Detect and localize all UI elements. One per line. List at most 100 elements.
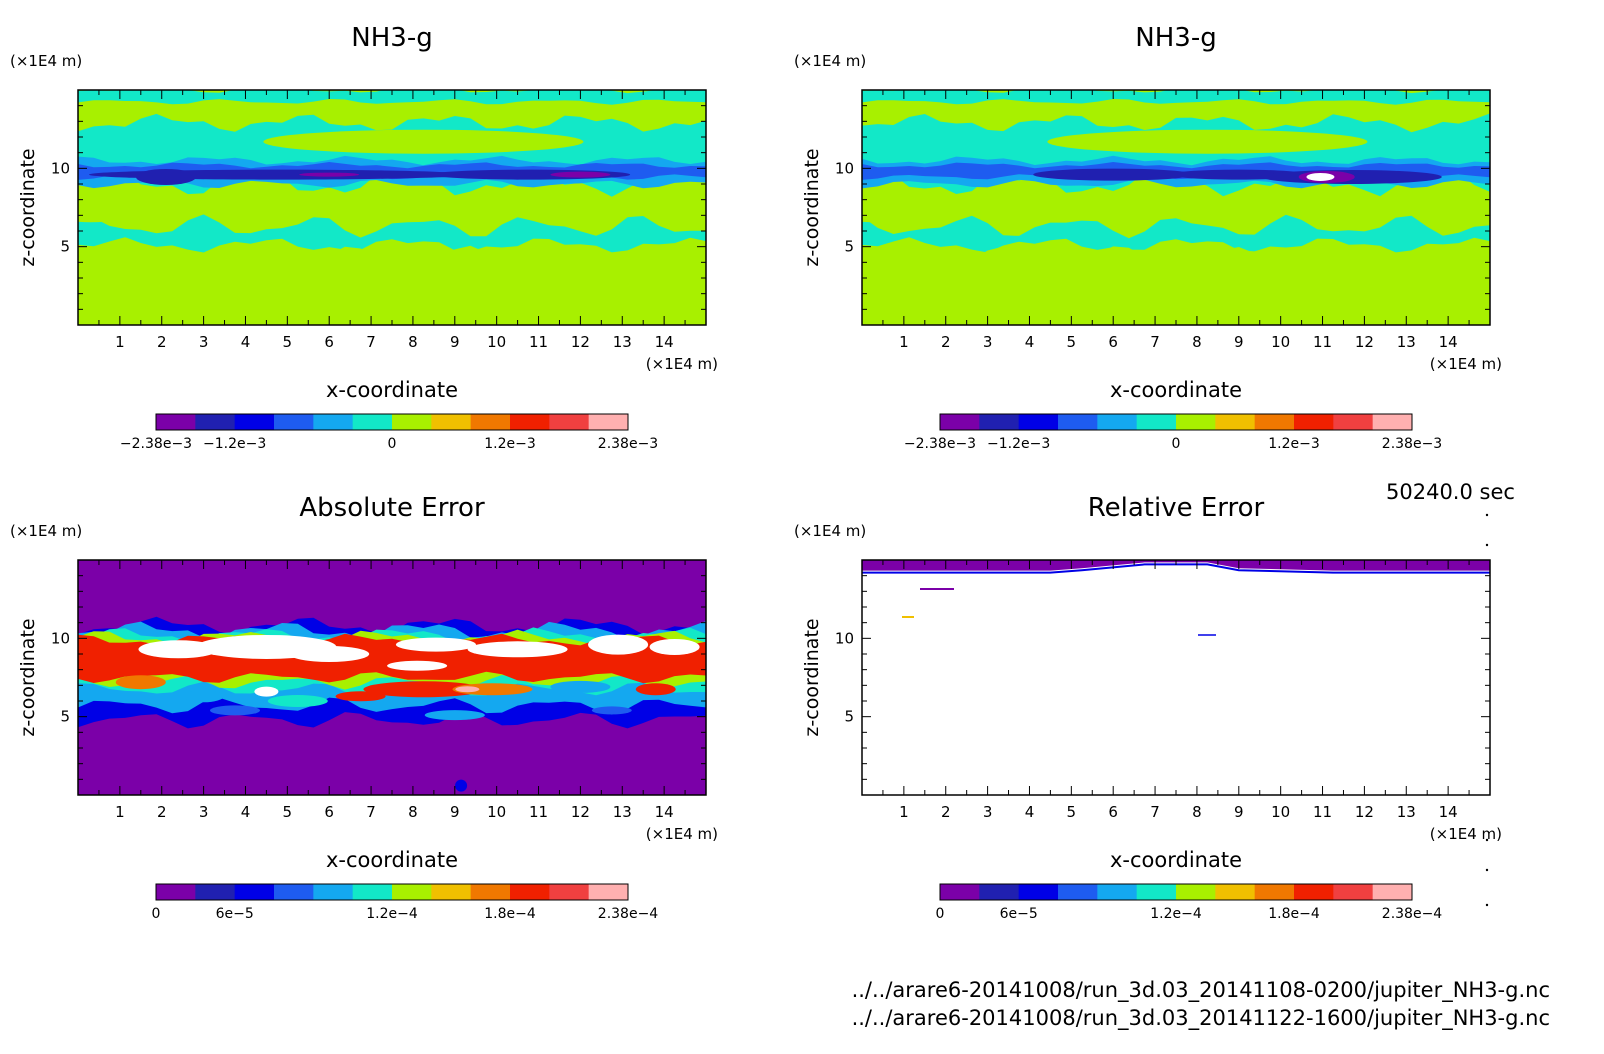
x-axis-label: x-coordinate (1110, 378, 1242, 402)
colorbar-segment (940, 414, 980, 430)
x-tick-label: 4 (1025, 333, 1035, 351)
colorbar-label: 1.8e−4 (1268, 906, 1320, 922)
contour-background (862, 560, 1490, 795)
contour-region-white (467, 641, 568, 658)
file-path-1: ../../arare6-20141008/run_3d.03_20141108… (851, 978, 1550, 1002)
x-tick-label: 10 (487, 333, 506, 351)
colorbar-label: 1.2e−4 (366, 906, 418, 922)
colorbar-segment (940, 884, 980, 900)
colorbar-segment (352, 414, 393, 430)
colorbar-label: 6e−5 (1000, 906, 1038, 922)
contour-field (862, 90, 1490, 325)
x-axis-label: x-coordinate (326, 848, 458, 872)
x-tick-label: 11 (1313, 333, 1332, 351)
colorbar-label: 0 (388, 436, 397, 452)
contour-region-green (862, 171, 1490, 239)
colorbar-frame (155, 883, 629, 901)
colorbar-segment (1333, 414, 1374, 430)
x-tick-label: 12 (1355, 333, 1374, 351)
x-tick-label: 6 (324, 333, 334, 351)
y-axis-label: z-coordinate (801, 618, 823, 736)
contour-field (78, 90, 706, 325)
x-tick-label: 9 (1234, 803, 1244, 821)
contour-region-cyan (862, 90, 1490, 105)
x-tick-label: 6 (1108, 803, 1118, 821)
colorbar-segment (588, 414, 629, 430)
colorbar-segment (510, 414, 550, 430)
contour-field (862, 560, 1490, 795)
contour-region-cyan (78, 90, 706, 105)
colorbar-segment (431, 414, 472, 430)
x-tick-label: 13 (613, 803, 632, 821)
colorbar-segment (156, 414, 196, 430)
x-tick-label: 7 (1150, 333, 1160, 351)
edge-dot (1485, 543, 1489, 547)
x-tick-label: 9 (450, 803, 460, 821)
contour-region-white (649, 638, 700, 655)
contour-region-blob (115, 675, 166, 690)
contour-region-darkblue (135, 168, 196, 185)
contour-region-blue (455, 779, 468, 792)
x-tick-label: 8 (408, 803, 418, 821)
colorbar-segment (234, 884, 275, 900)
colorbar-segment (274, 414, 314, 430)
colorbar-frame (939, 413, 1413, 431)
colorbar-segment (1136, 884, 1177, 900)
edge-dot (1485, 868, 1489, 872)
colorbar-segment (1372, 414, 1413, 430)
x-tick-label: 13 (1397, 333, 1416, 351)
y-unit-label: (×1E4 m) (10, 522, 82, 540)
colorbar-label: 1.2e−3 (484, 436, 536, 452)
contour-region-blob (183, 690, 224, 703)
colorbar-label: 1.8e−4 (484, 906, 536, 922)
contour-region-purple (550, 171, 611, 178)
colorbar-segment (1333, 884, 1374, 900)
file-path-2: ../../arare6-20141008/run_3d.03_20141122… (851, 1006, 1550, 1030)
colorbar-label: 0 (1172, 436, 1181, 452)
y-axis-label: z-coordinate (801, 148, 823, 266)
x-tick-label: 1 (115, 803, 125, 821)
x-unit-label: (×1E4 m) (1430, 355, 1502, 373)
edge-dot (1485, 513, 1489, 517)
edge-dot (1485, 903, 1489, 907)
contour-region-blob (335, 691, 386, 702)
contour-field (78, 560, 706, 795)
x-tick-label: 5 (1067, 333, 1077, 351)
contour-region-blob (452, 683, 533, 696)
contour-region-purple (299, 172, 360, 177)
x-unit-label: (×1E4 m) (646, 825, 718, 843)
x-tick-label: 4 (241, 803, 251, 821)
contour-region-purple (862, 560, 1490, 571)
x-tick-label: 8 (1192, 803, 1202, 821)
x-tick-label: 10 (487, 803, 506, 821)
x-tick-label: 10 (1271, 803, 1290, 821)
x-tick-label: 5 (283, 333, 293, 351)
colorbar-segment (1097, 414, 1138, 430)
contour-region-green (78, 237, 706, 325)
contour-region-green (263, 129, 584, 154)
colorbar-segment (392, 414, 432, 430)
colorbar-label: 0 (936, 906, 945, 922)
x-tick-label: 12 (1355, 803, 1374, 821)
x-axis-label: x-coordinate (326, 378, 458, 402)
y-tick-label: 10 (51, 629, 70, 647)
y-unit-label: (×1E4 m) (794, 522, 866, 540)
colorbar-segment (510, 884, 550, 900)
contour-region-blob (424, 710, 485, 721)
timestamp-label: 50240.0 sec (1386, 480, 1515, 504)
colorbar-segment (979, 414, 1020, 430)
x-tick-label: 2 (941, 333, 951, 351)
colorbar-segment (979, 884, 1020, 900)
x-tick-label: 3 (199, 333, 209, 351)
y-tick-label: 5 (844, 708, 854, 726)
contour-region-darkblue (1033, 168, 1194, 181)
x-tick-label: 2 (157, 333, 167, 351)
y-tick-label: 5 (60, 708, 70, 726)
colorbar-frame (939, 883, 1413, 901)
colorbar-segment (431, 884, 472, 900)
colorbar-label: 2.38e−4 (598, 906, 659, 922)
colorbar-segment (1136, 414, 1177, 430)
x-tick-label: 14 (655, 803, 674, 821)
x-tick-label: 3 (199, 803, 209, 821)
